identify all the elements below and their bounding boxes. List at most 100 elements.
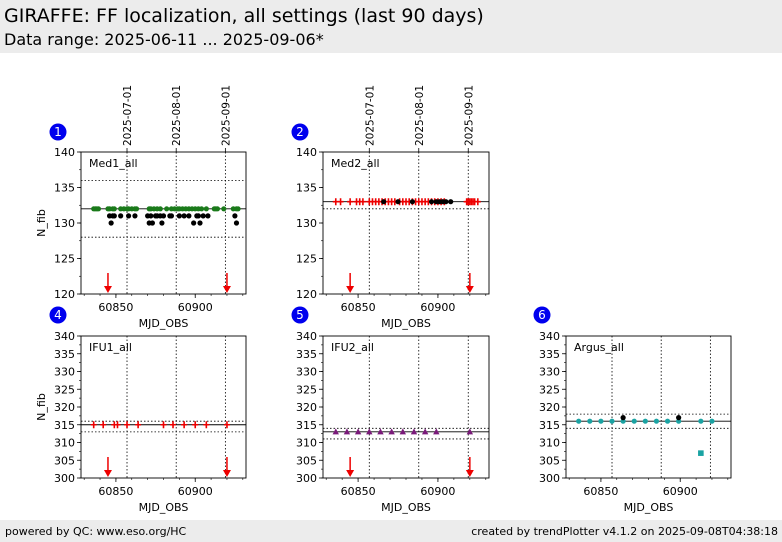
data-point [354, 428, 362, 435]
y-tick-label: 340 [539, 330, 560, 343]
panel-label: Med2_all [331, 157, 380, 170]
data-point [149, 220, 155, 226]
footer-bar: powered by QC: www.eso.org/HC created by… [0, 520, 782, 542]
y-tick-label: 120 [296, 288, 317, 301]
footer-credit: powered by QC: www.eso.org/HC [5, 525, 187, 538]
data-point [709, 418, 715, 424]
data-point [164, 206, 170, 212]
y-tick-label: 120 [54, 288, 75, 301]
panel-badge [49, 306, 67, 324]
data-point [428, 199, 435, 205]
footer-created: created by trendPlotter v4.1.2 on 2025-0… [471, 525, 778, 538]
data-point [448, 199, 454, 205]
data-point [181, 421, 188, 429]
date-tick-label: 2025-07-01 [122, 85, 134, 146]
y-axis-label: N_fib [35, 393, 48, 421]
data-point [395, 199, 401, 205]
data-point [421, 428, 429, 435]
y-tick-label: 330 [296, 366, 317, 379]
out-of-range-arrowhead [465, 286, 474, 293]
panel-label: IFU2_all [331, 341, 374, 354]
data-point [474, 198, 481, 206]
data-point [381, 199, 387, 205]
data-point [198, 206, 205, 212]
panel-badge [49, 123, 67, 141]
data-point [95, 206, 102, 212]
data-point [235, 206, 241, 212]
y-tick-label: 315 [539, 419, 560, 432]
data-point [698, 450, 704, 456]
x-axis-label: MJD_OBS [381, 317, 431, 330]
data-point [160, 421, 167, 429]
y-tick-label: 300 [54, 472, 75, 485]
panel-badge-number: 4 [54, 308, 62, 322]
date-tick-label: 2025-08-01 [414, 85, 426, 146]
chart-panel-1 [49, 123, 247, 298]
data-point [598, 418, 604, 424]
plot-frame [565, 335, 732, 479]
data-point [157, 206, 163, 212]
data-point [191, 220, 197, 226]
data-point [111, 206, 117, 212]
data-point [388, 428, 395, 435]
panel-badge-number: 1 [54, 125, 62, 139]
data-point [214, 206, 221, 212]
data-point [664, 418, 671, 424]
out-of-range-arrowhead [465, 470, 474, 477]
panel-label: Argus_all [574, 341, 624, 354]
x-axis-label: MJD_OBS [381, 501, 431, 514]
data-point [100, 421, 107, 429]
date-tick-label: 2025-09-01 [220, 85, 232, 146]
data-range-subtitle: Data range: 2025-06-11 ... 2025-09-06* [4, 30, 324, 49]
data-point [159, 220, 165, 226]
y-tick-label: 135 [54, 182, 75, 195]
data-point [195, 213, 202, 219]
y-tick-label: 130 [296, 217, 317, 230]
data-point [366, 428, 373, 435]
data-point [192, 421, 199, 429]
y-tick-label: 315 [54, 419, 75, 432]
y-tick-label: 125 [54, 253, 75, 266]
data-point [133, 206, 140, 212]
chart-panel-6 [533, 306, 732, 482]
data-point [181, 213, 187, 219]
x-axis-label: MJD_OBS [139, 501, 189, 514]
y-tick-label: 140 [296, 146, 317, 159]
x-axis-label: MJD_OBS [624, 501, 674, 514]
data-point [118, 213, 124, 219]
y-tick-label: 315 [296, 419, 317, 432]
y-tick-label: 125 [296, 253, 317, 266]
data-point [377, 428, 384, 435]
data-point [620, 415, 626, 421]
data-point [587, 418, 593, 424]
data-point [223, 421, 230, 429]
chart-panel-2 [291, 123, 490, 298]
charts-canvas: 1 120 125 130 135 140 60850 60900 MJD_OBS N_fib Me… [35, 85, 732, 514]
data-point [197, 220, 203, 226]
y-tick-label: 320 [296, 401, 317, 414]
data-point [170, 421, 177, 429]
out-of-range-arrowhead [103, 470, 112, 477]
y-tick-label: 300 [296, 472, 317, 485]
x-tick-label: 60850 [341, 301, 376, 314]
y-tick-label: 325 [54, 383, 75, 396]
x-tick-label: 60900 [663, 485, 698, 498]
y-tick-label: 335 [296, 348, 317, 361]
y-tick-label: 135 [296, 182, 317, 195]
data-point [332, 428, 339, 435]
panel-label: IFU1_all [89, 341, 132, 354]
plot-frame [80, 335, 247, 479]
x-tick-label: 60850 [98, 301, 133, 314]
data-point [160, 213, 167, 219]
data-point [111, 213, 117, 219]
data-point [114, 421, 121, 429]
y-tick-label: 310 [54, 437, 75, 450]
data-point [176, 213, 182, 219]
x-tick-label: 60900 [178, 485, 213, 498]
panel-badge [291, 306, 309, 324]
y-tick-label: 320 [54, 401, 75, 414]
data-point [347, 198, 354, 206]
data-point [576, 418, 582, 424]
data-point [466, 428, 474, 435]
x-tick-label: 60900 [178, 301, 213, 314]
